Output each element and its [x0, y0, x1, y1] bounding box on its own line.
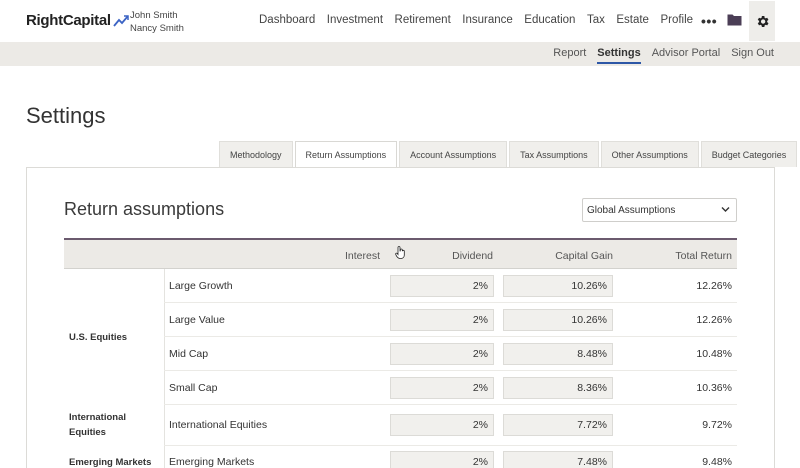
- total-return-value: 12.26%: [696, 314, 732, 326]
- settings-tabs: Methodology Return Assumptions Account A…: [219, 141, 799, 168]
- capital-gain-input[interactable]: 8.48%: [503, 343, 613, 365]
- capital-gain-input[interactable]: 7.48%: [503, 451, 613, 468]
- header-dividend: Dividend: [452, 250, 493, 262]
- folder-icon[interactable]: [727, 13, 742, 26]
- group-label-international-equities: International Equities: [69, 410, 126, 440]
- page-title: Settings: [26, 103, 106, 128]
- logo-text: RightCapital: [26, 12, 111, 29]
- group-label-emerging-markets: Emerging Markets: [69, 457, 152, 468]
- row-separator: [164, 336, 737, 337]
- nav-retirement[interactable]: Retirement: [394, 14, 451, 26]
- row-separator: [164, 370, 737, 371]
- total-return-value: 9.48%: [702, 456, 732, 468]
- group-column-divider: [164, 269, 165, 468]
- assumptions-select[interactable]: Global Assumptions: [582, 198, 737, 222]
- header-total-return: Total Return: [675, 250, 732, 262]
- subnav-advisor-portal[interactable]: Advisor Portal: [651, 47, 721, 59]
- more-icon[interactable]: •••: [701, 13, 718, 29]
- main-nav: Dashboard Investment Retirement Insuranc…: [259, 14, 705, 26]
- top-navigation-bar: RightCapital John Smith Nancy Smith Dash…: [0, 0, 800, 42]
- row-separator: [164, 302, 737, 303]
- dividend-input[interactable]: 2%: [390, 343, 494, 365]
- row-name-large-value: Large Value: [169, 314, 225, 326]
- subnav-report[interactable]: Report: [553, 47, 587, 59]
- row-name-mid-cap: Mid Cap: [169, 348, 209, 360]
- row-name-small-cap: Small Cap: [169, 382, 218, 394]
- row-name-large-growth: Large Growth: [169, 280, 233, 292]
- tab-tax-assumptions[interactable]: Tax Assumptions: [509, 141, 599, 167]
- capital-gain-input[interactable]: 10.26%: [503, 275, 613, 297]
- total-return-value: 10.36%: [696, 382, 732, 394]
- group-label-us-equities: U.S. Equities: [69, 332, 128, 343]
- section-title: Return assumptions: [64, 199, 225, 219]
- settings-gear-button[interactable]: [749, 1, 775, 41]
- client-names[interactable]: John Smith Nancy Smith: [130, 9, 184, 35]
- row-name-emerging-markets: Emerging Markets: [169, 456, 255, 468]
- group-label-line: Equities: [69, 427, 106, 438]
- hand-cursor-icon: [395, 246, 405, 259]
- capital-gain-input[interactable]: 10.26%: [503, 309, 613, 331]
- gear-icon: [757, 15, 768, 27]
- chevron-down-icon: [721, 207, 730, 212]
- tab-other-assumptions[interactable]: Other Assumptions: [600, 141, 699, 167]
- tab-budget-categories[interactable]: Budget Categories: [700, 141, 798, 167]
- header-interest: Interest: [344, 250, 380, 262]
- capital-gain-input[interactable]: 7.72%: [503, 414, 613, 436]
- assumptions-select-value: Global Assumptions: [587, 204, 676, 216]
- row-separator: [164, 445, 737, 446]
- row-name-international-equities: International Equities: [169, 419, 268, 431]
- dividend-input[interactable]: 2%: [390, 309, 494, 331]
- nav-investment[interactable]: Investment: [326, 14, 384, 26]
- total-return-value: 10.48%: [696, 348, 732, 360]
- nav-education[interactable]: Education: [524, 14, 576, 26]
- nav-profile[interactable]: Profile: [660, 14, 694, 26]
- secondary-nav: Report Settings Advisor Portal Sign Out: [542, 47, 774, 64]
- nav-estate[interactable]: Estate: [616, 14, 649, 26]
- dividend-input[interactable]: 2%: [390, 414, 494, 436]
- dividend-input[interactable]: 2%: [390, 275, 494, 297]
- total-return-value: 9.72%: [702, 419, 732, 431]
- dividend-input[interactable]: 2%: [390, 377, 494, 399]
- group-label-line: International: [69, 412, 127, 423]
- nav-tax[interactable]: Tax: [586, 14, 605, 26]
- client-name-2: Nancy Smith: [130, 23, 184, 34]
- header-capital-gain: Capital Gain: [555, 250, 613, 262]
- secondary-nav-bar: Report Settings Advisor Portal Sign Out: [0, 42, 800, 66]
- nav-insurance[interactable]: Insurance: [462, 14, 513, 26]
- dividend-input[interactable]: 2%: [390, 451, 494, 468]
- capital-gain-input[interactable]: 8.36%: [503, 377, 613, 399]
- row-separator: [164, 404, 737, 405]
- tab-account-assumptions[interactable]: Account Assumptions: [399, 141, 508, 167]
- nav-dashboard[interactable]: Dashboard: [259, 14, 316, 26]
- subnav-sign-out[interactable]: Sign Out: [731, 47, 774, 59]
- chart-line-logo-icon: [113, 14, 129, 27]
- logo[interactable]: RightCapital: [26, 12, 129, 29]
- total-return-value: 12.26%: [696, 280, 732, 292]
- subnav-settings[interactable]: Settings: [597, 47, 642, 64]
- tab-methodology[interactable]: Methodology: [219, 141, 293, 167]
- client-name-1: John Smith: [130, 10, 178, 21]
- tab-return-assumptions[interactable]: Return Assumptions: [294, 141, 398, 168]
